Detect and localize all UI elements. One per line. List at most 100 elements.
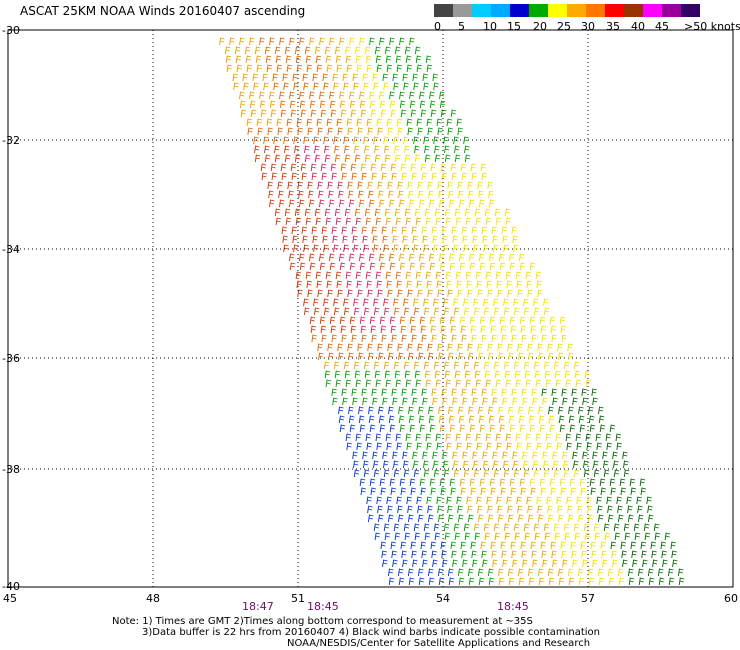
wind-barb <box>316 64 323 73</box>
colorbar-swatch <box>567 4 586 17</box>
wind-barb <box>369 316 376 325</box>
wind-barb <box>301 226 308 235</box>
wind-barb <box>451 226 458 235</box>
wind-barb <box>490 487 497 496</box>
wind-barb <box>387 181 393 190</box>
wind-barb <box>597 514 604 523</box>
wind-barb <box>369 478 376 487</box>
wind-barb <box>402 451 408 460</box>
wind-barb <box>426 64 433 73</box>
wind-barb <box>434 208 441 217</box>
wind-barb <box>391 172 398 181</box>
wind-barb <box>454 145 460 154</box>
wind-barb <box>380 325 387 334</box>
wind-barb <box>433 136 439 145</box>
wind-barb <box>403 298 409 307</box>
wind-barb <box>538 352 544 361</box>
wind-barb <box>641 550 647 559</box>
wind-barb <box>462 235 468 244</box>
wind-barb <box>381 388 387 397</box>
wind-barb <box>276 118 283 127</box>
wind-barb <box>343 307 350 316</box>
wind-barb <box>387 289 393 298</box>
wind-barb <box>415 433 422 442</box>
wind-barb <box>581 388 587 397</box>
wind-barb <box>562 451 568 460</box>
wind-barb <box>417 289 423 298</box>
wind-barb <box>319 262 326 271</box>
wind-barb <box>410 487 417 496</box>
wind-barb <box>269 37 275 46</box>
wind-barb <box>386 496 392 505</box>
wind-barb <box>473 298 479 307</box>
wind-barb <box>369 100 376 109</box>
wind-barb <box>321 334 327 343</box>
wind-barb <box>469 478 476 487</box>
wind-barb <box>346 64 353 73</box>
wind-barb <box>478 415 485 424</box>
wind-barb <box>385 55 392 64</box>
wind-barb <box>511 334 517 343</box>
wind-barb <box>453 298 459 307</box>
wind-barb <box>444 145 450 154</box>
wind-barb <box>553 460 559 469</box>
wind-barb <box>437 289 443 298</box>
wind-barb <box>376 280 383 289</box>
wind-barb <box>389 37 395 46</box>
wind-barb <box>604 532 611 541</box>
colorbar-swatch <box>662 4 681 17</box>
wind-barb <box>508 352 514 361</box>
wind-barb <box>373 361 380 370</box>
wind-barb <box>408 577 415 586</box>
wind-barb <box>428 406 434 415</box>
wind-barb <box>545 433 552 442</box>
wind-barb <box>279 100 286 109</box>
wind-barb <box>533 460 539 469</box>
wind-barb <box>513 298 519 307</box>
wind-barb <box>586 496 592 505</box>
wind-barb <box>306 64 313 73</box>
wind-barb <box>507 514 514 523</box>
wind-barb <box>402 397 408 406</box>
wind-barb <box>369 199 375 208</box>
wind-barb <box>607 505 613 514</box>
wind-barb <box>483 523 490 532</box>
wind-barb <box>443 469 450 478</box>
wind-barb <box>678 577 685 586</box>
wind-barb <box>263 136 269 145</box>
wind-barb <box>294 145 300 154</box>
wind-barb <box>461 550 467 559</box>
wind-barb <box>412 451 418 460</box>
wind-barb <box>585 379 592 388</box>
wind-barb <box>453 244 459 253</box>
wind-barb <box>375 379 382 388</box>
wind-barb <box>366 64 373 73</box>
wind-barb <box>477 181 483 190</box>
wind-barb <box>389 199 395 208</box>
wind-barb <box>427 568 434 577</box>
wind-barb <box>471 172 478 181</box>
wind-barb <box>503 244 509 253</box>
wind-barb <box>313 244 319 253</box>
colorbar-swatch <box>586 4 605 17</box>
wind-barb <box>381 172 388 181</box>
wind-barb <box>436 442 442 451</box>
wind-barb <box>596 442 602 451</box>
wind-barb <box>470 541 477 550</box>
wind-barb <box>610 541 617 550</box>
wind-barb <box>446 496 452 505</box>
wind-barb <box>389 262 396 271</box>
wind-barb <box>466 442 472 451</box>
wind-barb <box>459 316 466 325</box>
wind-barb <box>339 424 346 433</box>
wind-barb <box>408 253 415 262</box>
wind-barb <box>503 361 510 370</box>
wind-barb <box>400 487 407 496</box>
wind-barb <box>612 559 618 568</box>
wind-barb <box>489 478 496 487</box>
wind-barb <box>576 442 582 451</box>
wind-barb <box>453 469 460 478</box>
wind-barb <box>435 271 442 280</box>
colorbar-label: >50 knots <box>684 20 740 33</box>
wind-barb <box>582 451 588 460</box>
